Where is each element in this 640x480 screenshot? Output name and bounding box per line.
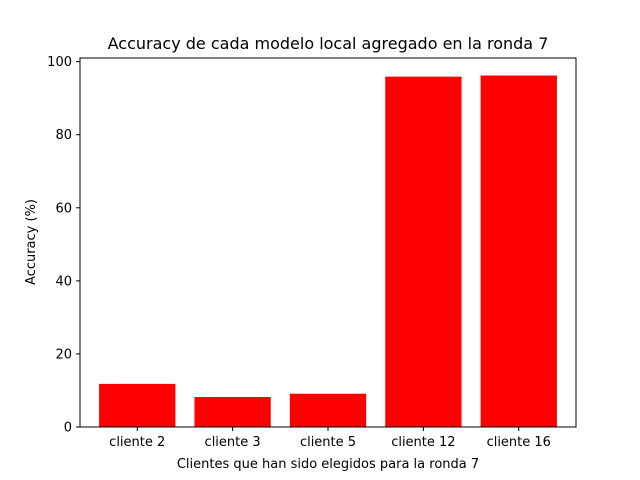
bar <box>385 76 462 427</box>
bar <box>99 383 176 427</box>
y-axis-label: Accuracy (%) <box>24 199 39 285</box>
y-tick-label: 0 <box>64 421 72 436</box>
plot-frame <box>79 57 577 428</box>
bar <box>194 397 271 427</box>
y-tick-label: 100 <box>47 55 72 70</box>
bars-group <box>99 75 557 427</box>
x-tick-label: cliente 3 <box>205 435 261 450</box>
y-tick-label: 40 <box>55 274 72 289</box>
x-axis-ticks: cliente 2 cliente 3 cliente 5 cliente 12 cli… <box>109 427 551 450</box>
x-tick-label: cliente 2 <box>109 435 165 450</box>
y-axis-ticks: 0 20 40 60 80 100 <box>47 55 80 436</box>
x-tick-label: cliente 5 <box>300 435 356 450</box>
bar <box>480 75 557 427</box>
chart-title: Accuracy de cada modelo local agregado e… <box>108 34 549 53</box>
bar <box>289 393 367 427</box>
y-tick-label: 80 <box>55 128 72 143</box>
y-tick-label: 60 <box>55 201 72 216</box>
x-tick-label: cliente 12 <box>391 435 455 450</box>
y-tick-label: 20 <box>55 347 72 362</box>
x-tick-label: cliente 16 <box>487 435 551 450</box>
x-axis-label: Clientes que han sido elegidos para la r… <box>177 457 479 472</box>
